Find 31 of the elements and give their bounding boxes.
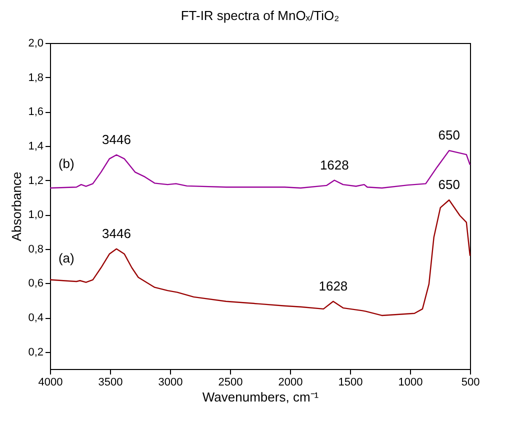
x-tick-label: 2000: [278, 376, 303, 388]
y-tick-label: 1,6: [28, 106, 44, 118]
y-tick-label: 1,4: [28, 140, 44, 152]
annotation: 3446: [102, 226, 131, 241]
annotation: 650: [438, 176, 460, 192]
y-tick-label: 2,0: [28, 38, 44, 50]
y-tick-label: 1,8: [28, 72, 44, 84]
annotation: 3446: [102, 132, 131, 147]
x-tick-label: 500: [461, 376, 480, 388]
x-tick-label: 1500: [338, 376, 363, 388]
y-tick-label: 1,0: [28, 209, 44, 222]
annotation: 1628: [320, 157, 349, 172]
y-tick-label: 0,8: [28, 243, 44, 256]
series-label: (b): [58, 156, 74, 172]
x-tick-label: 3000: [158, 376, 183, 388]
series-label: (a): [58, 250, 74, 266]
chart-title: FT-IR spectra of MnOₓ/TiO₂: [180, 8, 340, 23]
y-tick-label: 1,2: [28, 174, 44, 187]
y-axis-title: Absorbance: [9, 172, 24, 242]
annotation: 1628: [318, 278, 348, 294]
line-series: [49, 199, 471, 316]
y-tick-label: 0,2: [28, 346, 44, 358]
y-tick-label: 0,4: [28, 312, 44, 324]
x-tick-label: 4000: [38, 376, 63, 388]
x-axis-title: Wavenumbers, cm⁻¹: [202, 390, 320, 404]
x-tick-label: 1000: [398, 376, 423, 388]
x-tick-label: 3500: [98, 376, 123, 388]
x-tick-label: 2500: [218, 376, 243, 388]
line-series: [49, 150, 471, 189]
annotation: 650: [438, 128, 460, 143]
y-tick-label: 0,6: [28, 278, 44, 290]
